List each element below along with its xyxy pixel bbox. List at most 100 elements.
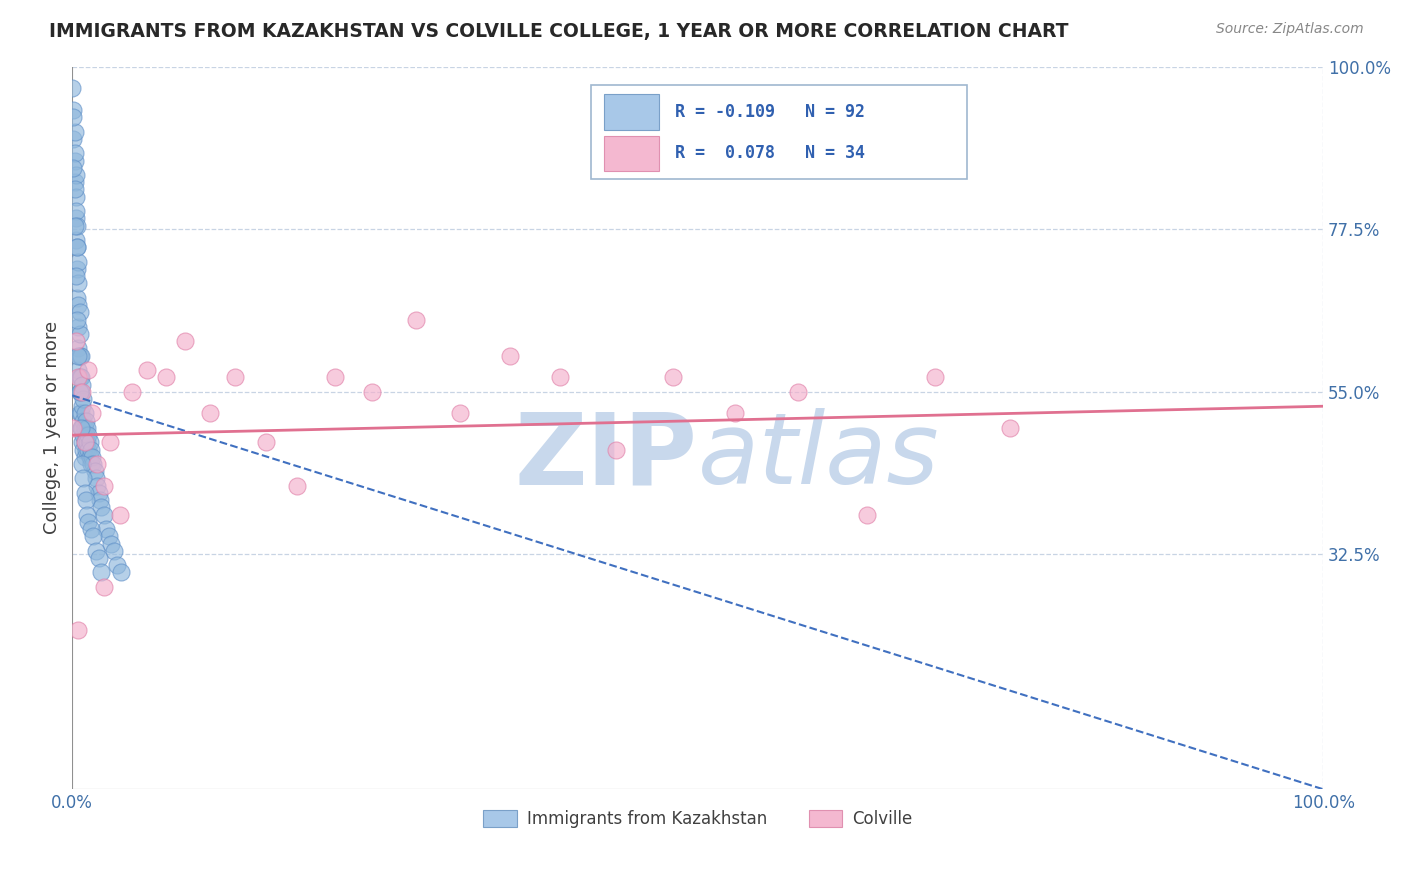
Point	[70, 407, 93, 421]
Point	[136, 363, 159, 377]
FancyBboxPatch shape	[592, 85, 967, 178]
Point	[108, 508, 131, 522]
Point	[924, 370, 946, 384]
Point	[80, 522, 103, 536]
Point	[65, 233, 87, 247]
Point	[67, 363, 90, 377]
Point	[105, 558, 128, 573]
Point	[155, 370, 177, 384]
Point	[63, 125, 86, 139]
Point	[76, 508, 98, 522]
Point	[63, 219, 86, 233]
Point	[63, 146, 86, 161]
Point	[66, 219, 89, 233]
Point	[65, 334, 87, 349]
Point	[87, 486, 110, 500]
Text: atlas: atlas	[697, 409, 939, 505]
Point	[70, 421, 93, 435]
Point	[69, 384, 91, 399]
Point	[77, 515, 100, 529]
Point	[287, 479, 309, 493]
Point	[69, 407, 91, 421]
Point	[65, 269, 87, 284]
Point	[80, 442, 103, 457]
Point	[70, 457, 93, 471]
Point	[77, 363, 100, 377]
Point	[62, 161, 84, 175]
Point	[65, 168, 87, 182]
Point	[89, 493, 111, 508]
Text: R = -0.109   N = 92: R = -0.109 N = 92	[675, 103, 865, 121]
Point	[1000, 421, 1022, 435]
Legend: Immigrants from Kazakhstan, Colville: Immigrants from Kazakhstan, Colville	[477, 804, 918, 835]
Point	[87, 551, 110, 566]
Point	[77, 442, 100, 457]
Point	[65, 204, 87, 219]
Point	[84, 471, 107, 485]
Point	[62, 132, 84, 146]
Point	[67, 624, 90, 638]
Point	[72, 428, 94, 442]
Point	[67, 298, 90, 312]
Point	[67, 349, 90, 363]
Point	[72, 442, 94, 457]
Text: ZIP: ZIP	[515, 409, 697, 505]
FancyBboxPatch shape	[603, 136, 659, 171]
Point	[82, 529, 104, 543]
Point	[86, 457, 108, 471]
Point	[65, 211, 87, 226]
Point	[82, 407, 104, 421]
Point	[100, 536, 122, 550]
Point	[69, 370, 91, 384]
Point	[73, 407, 96, 421]
Point	[67, 370, 90, 384]
Point	[66, 261, 89, 276]
Point	[70, 349, 93, 363]
Point	[75, 442, 97, 457]
Point	[65, 189, 87, 203]
Point	[70, 435, 93, 450]
Point	[79, 450, 101, 464]
Point	[82, 457, 104, 471]
Point	[605, 442, 627, 457]
Point	[67, 277, 90, 291]
Point	[70, 421, 93, 435]
Point	[73, 435, 96, 450]
Point	[198, 407, 221, 421]
Point	[70, 421, 93, 435]
Point	[62, 421, 84, 435]
Point	[254, 435, 277, 450]
Point	[62, 103, 84, 117]
Point	[786, 384, 808, 399]
Point	[97, 529, 120, 543]
Point	[323, 370, 346, 384]
Point	[94, 522, 117, 536]
Point	[73, 450, 96, 464]
Point	[73, 421, 96, 435]
Point	[75, 414, 97, 428]
Point	[75, 428, 97, 442]
Point	[70, 399, 93, 413]
Point	[90, 500, 112, 515]
Point	[361, 384, 384, 399]
Point	[72, 414, 94, 428]
Point	[79, 435, 101, 450]
Point	[80, 457, 103, 471]
Point	[70, 377, 93, 392]
Point	[73, 486, 96, 500]
Point	[84, 543, 107, 558]
Point	[724, 407, 747, 421]
Point	[224, 370, 246, 384]
Point	[63, 182, 86, 196]
Point	[67, 319, 90, 334]
Point	[93, 580, 115, 594]
Point	[173, 334, 195, 349]
Point	[69, 384, 91, 399]
Point	[62, 110, 84, 124]
Point	[73, 435, 96, 450]
Point	[661, 370, 683, 384]
Point	[405, 312, 427, 326]
Point	[69, 326, 91, 341]
Point	[548, 370, 571, 384]
Text: IMMIGRANTS FROM KAZAKHSTAN VS COLVILLE COLLEGE, 1 YEAR OR MORE CORRELATION CHART: IMMIGRANTS FROM KAZAKHSTAN VS COLVILLE C…	[49, 22, 1069, 41]
